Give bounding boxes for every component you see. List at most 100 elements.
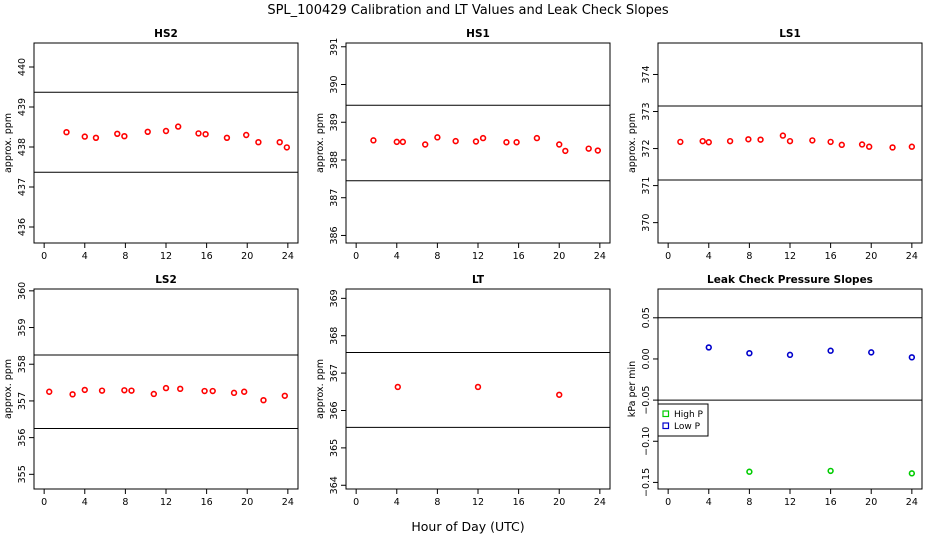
data-point [69, 391, 76, 398]
y-tick-label: 369 [329, 289, 340, 307]
y-tick-label: 355 [17, 465, 28, 483]
x-tick-label: 16 [825, 497, 837, 508]
data-point [223, 134, 231, 142]
data-point [677, 138, 684, 146]
x-tick-label: 12 [160, 497, 172, 508]
data-point [562, 147, 569, 155]
data-point [705, 139, 712, 146]
y-tick-label: 371 [641, 177, 652, 195]
plot-frame [657, 288, 923, 490]
data-point [144, 128, 151, 136]
y-tick-label: 374 [641, 65, 652, 83]
data-point [889, 144, 896, 151]
y-tick-label: 356 [17, 429, 28, 447]
panel-ls1: LS1 0 4 8 12 16 20 24 370 371 372 373 374 approx. ppm [627, 28, 923, 262]
x-tick-label: 4 [82, 497, 88, 508]
legend-marker-high-p [662, 410, 670, 418]
legend-box [657, 403, 709, 437]
y-tick-label: 365 [329, 439, 340, 457]
series-ls1 [677, 132, 916, 151]
data-point [585, 145, 592, 152]
x-tick-label: 20 [865, 251, 877, 262]
data-point [699, 137, 706, 145]
x-tick-label: 4 [706, 251, 712, 262]
x-tick-label: 16 [513, 251, 525, 262]
y-tick-label: 391 [329, 38, 340, 56]
plot-frame [33, 288, 299, 490]
data-point [63, 129, 70, 136]
plot-frame [33, 42, 299, 244]
data-point [908, 143, 916, 150]
x-tick-label: 0 [41, 497, 47, 508]
data-point [594, 147, 602, 154]
y-tick-label: 438 [17, 138, 28, 156]
x-tick-label: 0 [665, 251, 671, 262]
data-point [452, 137, 459, 145]
x-tick-label: 8 [746, 251, 752, 262]
data-point [422, 141, 429, 148]
y-tick-label: 439 [17, 98, 28, 116]
y-tick-label: 366 [329, 401, 340, 419]
y-tick-label: 389 [329, 113, 340, 131]
x-tick-label: 0 [665, 497, 671, 508]
x-tick-label: 16 [513, 497, 525, 508]
y-tick-label: 359 [17, 318, 28, 336]
y-tick-label: 388 [329, 151, 340, 169]
x-tick-label: 20 [553, 251, 565, 262]
x-tick-label: 12 [472, 251, 484, 262]
y-tick-label: 358 [17, 355, 28, 373]
data-point [243, 131, 250, 139]
panel-hs2: HS2 0 4 8 12 16 20 24 436 437 438 439 440 approx. ppm [3, 28, 299, 262]
x-tick-label: 16 [201, 497, 213, 508]
data-point [786, 351, 794, 359]
data-point [908, 470, 916, 477]
x-tick-label: 12 [472, 497, 484, 508]
y-tick-label: 387 [329, 189, 340, 207]
x-tick-label: 0 [353, 497, 359, 508]
data-point [195, 130, 202, 137]
data-point [240, 388, 248, 395]
data-point [533, 134, 541, 142]
data-point [827, 467, 834, 475]
x-tick-label: 4 [394, 251, 400, 262]
data-point [393, 138, 400, 146]
data-point [81, 133, 88, 140]
data-point [868, 349, 875, 356]
x-tick-label: 0 [41, 251, 47, 262]
x-tick-label: 4 [706, 497, 712, 508]
data-point [92, 134, 100, 142]
x-tick-label: 20 [241, 251, 253, 262]
x-tick-label: 24 [906, 251, 918, 262]
x-tick-label: 16 [201, 251, 213, 262]
legend-label: Low P [674, 422, 701, 432]
series-hs2 [63, 123, 291, 151]
y-axis-label: approx. ppm [3, 113, 14, 173]
y-tick-label: 367 [329, 364, 340, 382]
y-tick-label: 0.05 [641, 307, 652, 328]
data-point [276, 139, 283, 146]
y-tick-label: 390 [329, 75, 340, 93]
y-tick-label: 437 [17, 178, 28, 196]
x-tick-label: 8 [434, 251, 440, 262]
y-tick-label: 373 [641, 102, 652, 120]
data-point [399, 138, 407, 146]
data-point [177, 385, 184, 393]
x-tick-label: 20 [865, 497, 877, 508]
data-point [370, 137, 377, 144]
x-tick-label: 16 [825, 251, 837, 262]
panel-title: HS2 [154, 28, 178, 40]
data-point [746, 349, 753, 357]
data-point [838, 141, 845, 149]
y-tick-label: 386 [329, 226, 340, 244]
y-tick-label: 372 [641, 139, 652, 157]
x-tick-label: 8 [122, 251, 128, 262]
x-tick-label: 8 [746, 497, 752, 508]
data-point [827, 138, 834, 146]
x-tick-label: 12 [160, 251, 172, 262]
x-tick-label: 4 [82, 251, 88, 262]
y-tick-label: 370 [641, 214, 652, 232]
data-point [858, 141, 866, 148]
data-point [726, 137, 734, 145]
data-point [114, 130, 121, 138]
